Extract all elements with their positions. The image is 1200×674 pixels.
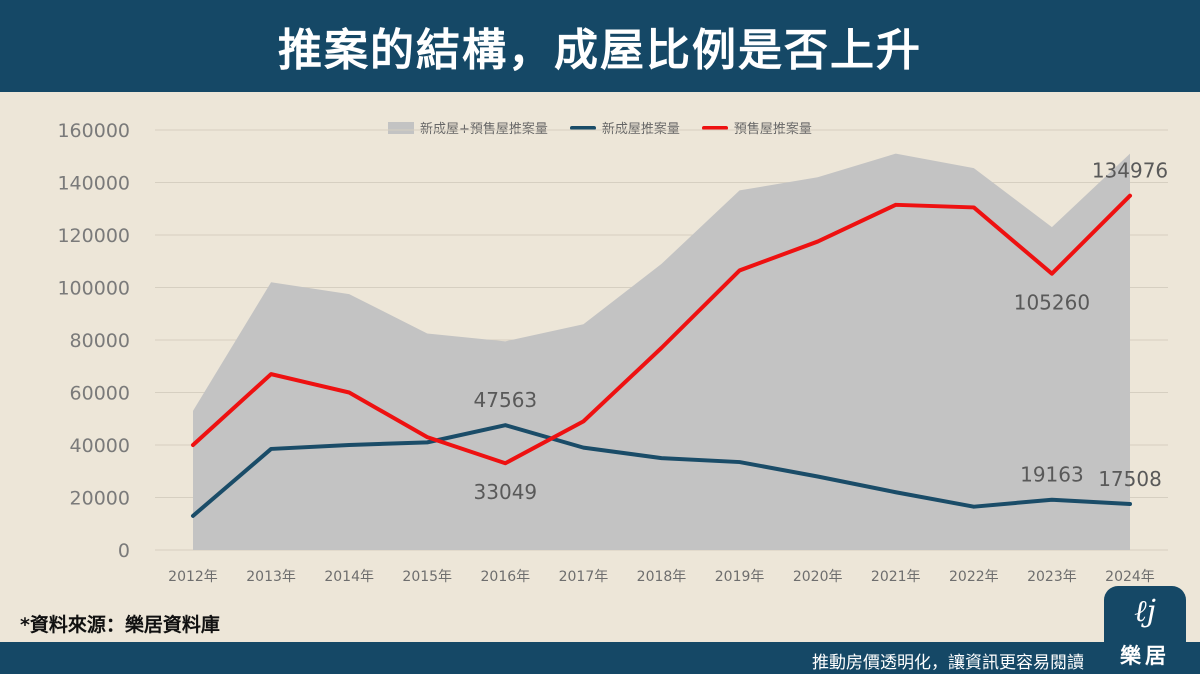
- source-note: *資料來源：樂居資料庫: [20, 614, 220, 636]
- data-label: 17508: [1098, 467, 1162, 491]
- legend-label-total: 新成屋+預售屋推案量: [420, 122, 548, 137]
- footer-bar: 推動房價透明化，讓資訊更容易閱讀: [0, 642, 1200, 674]
- x-tick-label: 2017年: [559, 569, 609, 585]
- line-series-presale: [191, 193, 1132, 466]
- logo-mark-icon: ℓj: [1134, 594, 1156, 629]
- area-series-total: [193, 153, 1130, 550]
- y-tick-label: 0: [118, 540, 130, 562]
- legend-item-new-house: 新成屋推案量: [569, 118, 680, 137]
- page-title: 推案的結構，成屋比例是否上升: [278, 25, 922, 76]
- data-label: 33049: [474, 480, 538, 504]
- x-tick-label: 2022年: [949, 569, 999, 585]
- line-series-new-house: [191, 423, 1132, 518]
- brand-logo: ℓj 樂居: [1104, 586, 1186, 674]
- legend-label-presale: 預售屋推案量: [733, 122, 812, 137]
- x-tick-label: 2019年: [715, 569, 765, 585]
- x-tick-label: 2013年: [246, 569, 296, 585]
- data-label: 134976: [1092, 159, 1168, 183]
- legend-swatch-presale: [701, 125, 728, 130]
- x-tick-label: 2012年: [168, 569, 218, 585]
- header-bar: 推案的結構，成屋比例是否上升: [0, 0, 1200, 92]
- legend-item-total: 新成屋+預售屋推案量: [388, 118, 548, 137]
- footer-slogan: 推動房價透明化，讓資訊更容易閱讀: [812, 653, 1084, 673]
- y-tick-label: 20000: [70, 488, 130, 510]
- x-tick-label: 2018年: [637, 569, 687, 585]
- x-tick-label: 2015年: [402, 569, 452, 585]
- y-tick-label: 80000: [70, 330, 130, 352]
- y-tick-label: 60000: [70, 383, 130, 405]
- x-tick-label: 2020年: [793, 569, 843, 585]
- legend-label-new-house: 新成屋推案量: [601, 122, 680, 137]
- y-tick-label: 100000: [57, 278, 130, 300]
- chart-legend: 新成屋+預售屋推案量 新成屋推案量 預售屋推案量: [388, 118, 812, 137]
- legend-swatch-total: [388, 121, 414, 134]
- data-label: 47563: [474, 388, 538, 412]
- x-tick-label: 2016年: [481, 569, 531, 585]
- y-tick-label: 120000: [57, 225, 130, 247]
- x-tick-label: 2014年: [324, 569, 374, 585]
- x-tick-label: 2023年: [1027, 569, 1077, 585]
- data-label: 19163: [1020, 463, 1084, 487]
- data-label: 105260: [1014, 291, 1090, 315]
- y-tick-label: 140000: [57, 173, 130, 195]
- y-tick-label: 160000: [57, 120, 130, 142]
- y-tick-label: 40000: [70, 435, 130, 457]
- x-tick-label: 2024年: [1105, 569, 1155, 585]
- legend-swatch-new-house: [569, 125, 596, 130]
- x-tick-label: 2021年: [871, 569, 921, 585]
- logo-name: 樂居: [1120, 644, 1170, 668]
- legend-item-presale: 預售屋推案量: [701, 118, 812, 137]
